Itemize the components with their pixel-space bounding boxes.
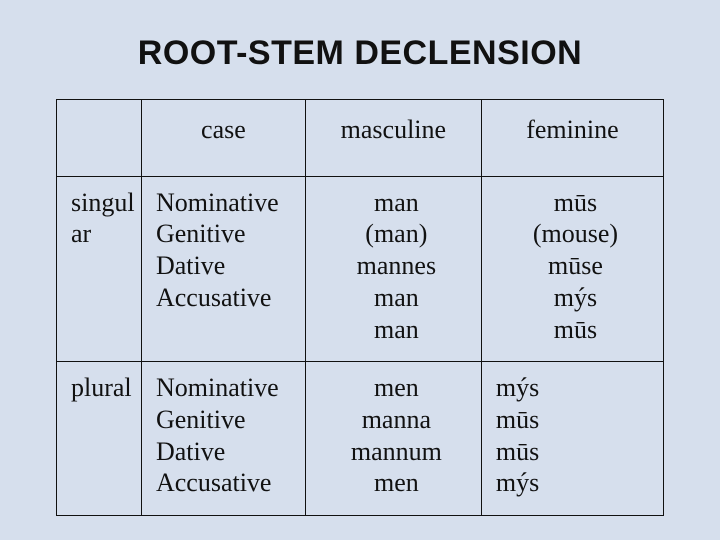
form: man [320,314,473,346]
case-name: Genitive [156,404,297,436]
form: mannum [320,436,473,468]
declension-table: case masculine feminine singul ar Nomina… [56,99,664,516]
cases-singular: Nominative Genitive Dative Accusative [141,176,305,362]
form: mūs [496,436,655,468]
feminine-plural: mýs mūs mūs mýs [481,362,663,516]
masculine-singular: man (man) mannes man man [305,176,481,362]
header-masculine: masculine [305,100,481,177]
number-label-line: plural [71,372,133,404]
cases-plural: Nominative Genitive Dative Accusative [141,362,305,516]
number-label-singular: singul ar [57,176,142,362]
form: mūs [496,314,655,346]
case-name: Dative [156,250,297,282]
form: mýs [496,282,655,314]
header-blank [57,100,142,177]
form: man [320,187,473,219]
feminine-singular: mūs (mouse) mūse mýs mūs [481,176,663,362]
table-header-row: case masculine feminine [57,100,664,177]
number-label-plural: plural [57,362,142,516]
table-row: singul ar Nominative Genitive Dative Acc… [57,176,664,362]
header-feminine: feminine [481,100,663,177]
form: (man) [320,218,473,250]
header-case: case [141,100,305,177]
form: (mouse) [496,218,655,250]
case-name: Dative [156,436,297,468]
form: men [320,372,473,404]
form: mannes [320,250,473,282]
form: manna [320,404,473,436]
form: men [320,467,473,499]
form: mūse [496,250,655,282]
case-name: Accusative [156,467,297,499]
case-name: Genitive [156,218,297,250]
page-title: ROOT-STEM DECLENSION [56,34,664,73]
form: mūs [496,187,655,219]
case-name: Nominative [156,187,297,219]
form: mýs [496,467,655,499]
number-label-line: ar [71,218,133,250]
form: mýs [496,372,655,404]
form: man [320,282,473,314]
table-row: plural Nominative Genitive Dative Accusa… [57,362,664,516]
form: mūs [496,404,655,436]
masculine-plural: men manna mannum men [305,362,481,516]
case-name: Nominative [156,372,297,404]
case-name: Accusative [156,282,297,314]
number-label-line: singul [71,187,133,219]
